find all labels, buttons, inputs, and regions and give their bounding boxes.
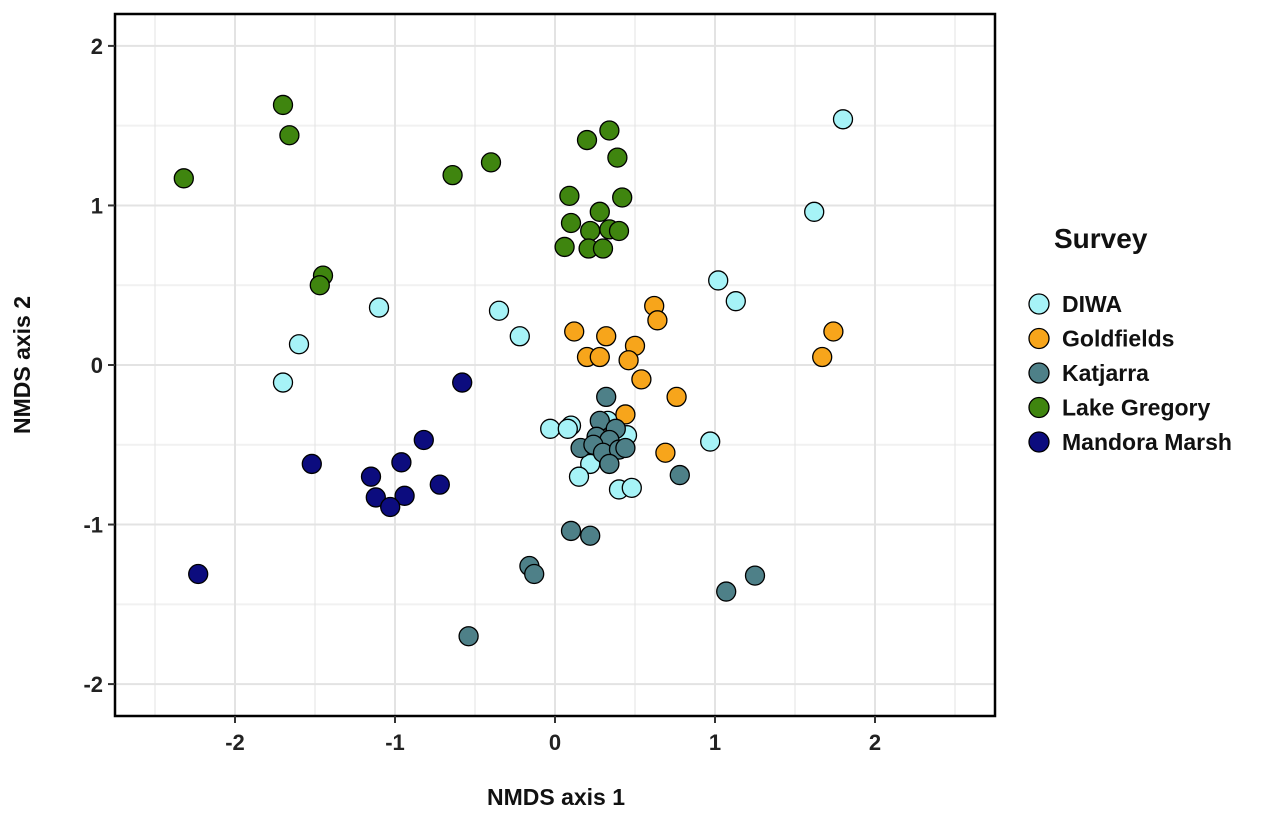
data-point bbox=[458, 626, 479, 647]
data-point bbox=[700, 431, 721, 452]
legend-key bbox=[1028, 362, 1050, 384]
data-point bbox=[725, 291, 746, 312]
x-tick-label: 0 bbox=[549, 730, 561, 755]
x-tick-label: 1 bbox=[709, 730, 721, 755]
data-point bbox=[599, 120, 620, 141]
data-point bbox=[368, 297, 390, 318]
data-point bbox=[288, 334, 310, 355]
data-point bbox=[272, 372, 294, 393]
data-point bbox=[452, 372, 473, 393]
data-point bbox=[560, 212, 582, 234]
data-point bbox=[615, 404, 636, 425]
data-point bbox=[589, 201, 610, 222]
legend-title: Survey bbox=[1054, 223, 1148, 254]
data-point bbox=[618, 350, 639, 371]
data-point bbox=[540, 418, 561, 439]
y-tick-label: 0 bbox=[91, 353, 103, 378]
data-point bbox=[607, 147, 628, 168]
data-point bbox=[442, 164, 463, 186]
y-tick-label: -2 bbox=[83, 672, 103, 697]
data-point bbox=[188, 563, 209, 585]
data-point bbox=[631, 369, 652, 390]
axis-ticks: -2 -1 0 1 2 -2 -1 0 1 2 bbox=[83, 34, 881, 755]
x-axis-title: NMDS axis 1 bbox=[487, 784, 625, 810]
data-point bbox=[823, 321, 844, 342]
data-points bbox=[173, 94, 854, 647]
y-tick-label: 1 bbox=[91, 193, 103, 218]
data-point bbox=[480, 152, 502, 173]
data-point bbox=[279, 125, 300, 146]
data-point bbox=[557, 418, 578, 439]
data-point bbox=[669, 464, 690, 486]
data-point bbox=[608, 220, 630, 242]
data-point bbox=[589, 346, 610, 368]
data-point bbox=[173, 168, 194, 189]
data-point bbox=[621, 477, 642, 499]
x-tick-label: -2 bbox=[225, 730, 245, 755]
legend-items: DIWA Goldfields Katjarra Lake Gregory Mandor… bbox=[1028, 291, 1232, 455]
data-point bbox=[524, 563, 545, 585]
data-point bbox=[413, 429, 434, 451]
y-tick-label: 2 bbox=[91, 34, 103, 59]
data-point bbox=[559, 185, 580, 207]
data-point bbox=[391, 452, 412, 473]
data-point bbox=[568, 466, 590, 487]
data-point bbox=[596, 326, 617, 347]
data-point bbox=[647, 310, 668, 331]
data-point bbox=[301, 453, 322, 475]
legend-label: Katjarra bbox=[1062, 360, 1149, 386]
x-tick-label: -1 bbox=[385, 730, 405, 755]
data-point bbox=[804, 201, 825, 222]
legend-key bbox=[1028, 431, 1050, 453]
y-axis-title: NMDS axis 2 bbox=[9, 296, 35, 434]
y-tick-label: -1 bbox=[83, 513, 103, 538]
legend-key bbox=[1028, 293, 1050, 315]
legend: Survey DIWA Goldfields Katjarra Lake Gregor… bbox=[1028, 223, 1232, 455]
data-point bbox=[309, 275, 330, 296]
data-point bbox=[380, 496, 401, 518]
data-point bbox=[612, 187, 633, 208]
data-point bbox=[564, 321, 585, 342]
data-point bbox=[365, 487, 386, 508]
data-point bbox=[360, 466, 382, 487]
data-point bbox=[666, 386, 687, 408]
x-tick-label: 2 bbox=[869, 730, 881, 755]
data-point bbox=[599, 453, 620, 475]
data-point bbox=[812, 346, 833, 368]
data-point bbox=[580, 525, 601, 546]
data-point bbox=[596, 386, 617, 408]
data-point bbox=[708, 270, 729, 291]
legend-label: Goldfields bbox=[1062, 326, 1174, 352]
data-point bbox=[615, 437, 636, 459]
legend-key bbox=[1028, 396, 1050, 419]
data-point bbox=[488, 300, 510, 321]
data-point bbox=[429, 474, 450, 495]
data-point bbox=[744, 565, 766, 586]
legend-label: Lake Gregory bbox=[1062, 395, 1210, 421]
grid-lines bbox=[115, 14, 995, 716]
data-point bbox=[832, 109, 854, 130]
data-point bbox=[655, 442, 676, 463]
data-point bbox=[554, 236, 575, 258]
data-point bbox=[576, 129, 598, 151]
data-point bbox=[716, 581, 737, 602]
legend-key bbox=[1028, 327, 1050, 350]
legend-label: Mandora Marsh bbox=[1062, 429, 1232, 455]
data-point bbox=[560, 520, 582, 542]
data-point bbox=[509, 326, 530, 347]
data-point bbox=[394, 485, 415, 506]
data-point bbox=[592, 238, 614, 259]
data-point bbox=[272, 94, 294, 116]
legend-label: DIWA bbox=[1062, 291, 1122, 317]
data-point bbox=[580, 220, 601, 242]
